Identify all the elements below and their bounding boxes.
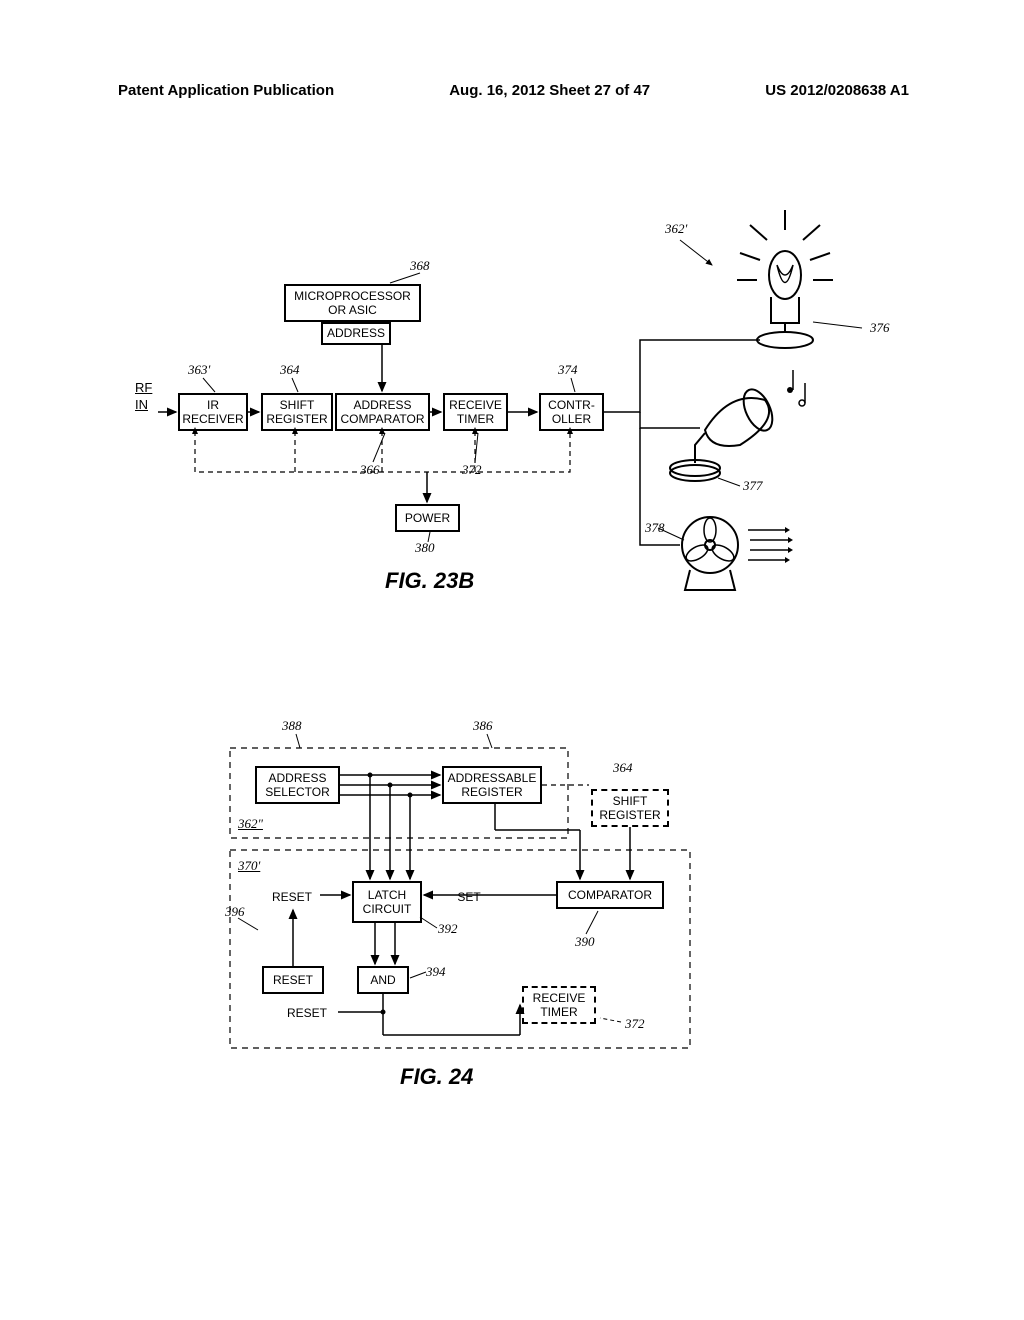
- diagram-container: MICROPROCESSOR OR ASIC ADDRESS IR RECEIV…: [0, 0, 1024, 1320]
- diagram-svg: [0, 0, 1024, 1320]
- lightbulb-icon: [737, 210, 833, 348]
- fan-icon: [682, 517, 793, 590]
- horn-icon: [670, 370, 805, 481]
